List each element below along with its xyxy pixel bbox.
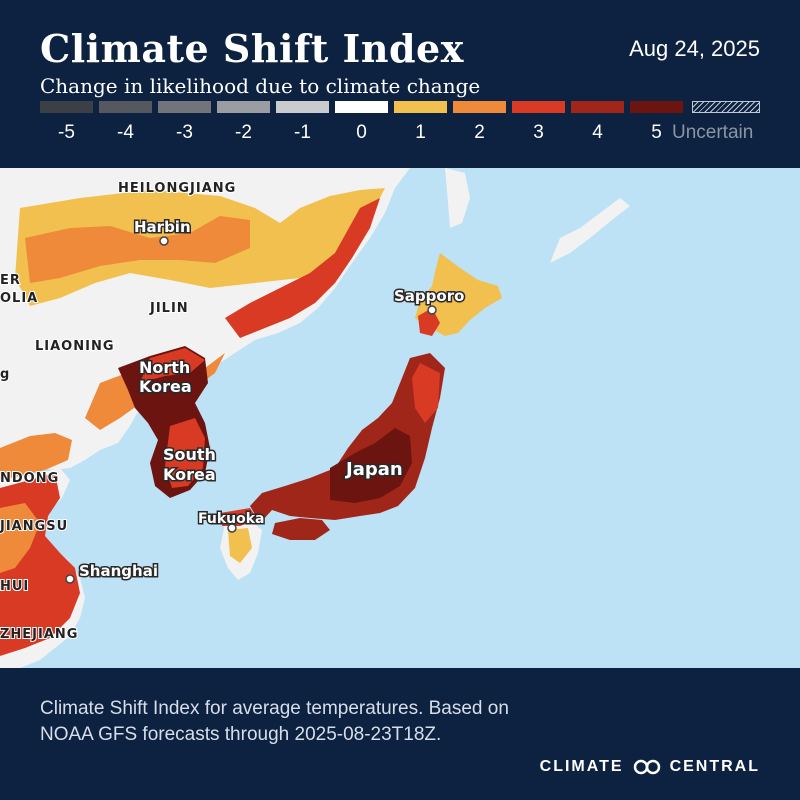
heat-coast-russia	[225, 198, 380, 338]
date-label: Aug 24, 2025	[629, 36, 760, 61]
legend-tick: 4	[592, 122, 603, 143]
map[interactable]: HEILONGJIANG JILIN LIAONING NDONG JIANGS…	[0, 168, 800, 668]
legend-tick: -3	[176, 122, 193, 143]
label-liaoning: LIAONING	[35, 339, 115, 354]
kyushu-yellow	[228, 528, 252, 563]
linked-circles-icon	[633, 759, 660, 775]
kuril-islands	[550, 198, 630, 263]
label-harbin: Harbin	[134, 218, 191, 236]
legend-tick: 1	[415, 122, 426, 143]
sakhalin-tip	[445, 168, 470, 228]
brand-left: CLIMATE	[539, 758, 624, 775]
legend-swatch	[276, 101, 329, 113]
label-inner-mongolia-2: OLIA	[0, 291, 38, 306]
label-inner-mongolia-1: ER	[0, 273, 21, 288]
honshu-north-orange	[412, 363, 440, 423]
heat-north-korea-top	[140, 348, 205, 383]
shanghai-marker[interactable]	[65, 574, 75, 584]
legend-swatch	[453, 101, 506, 113]
page-title: Climate Shift Index	[40, 26, 464, 71]
climate-central-logo: CLIMATE CENTRAL	[540, 758, 760, 776]
legend-swatch	[512, 101, 565, 113]
label-hebei: g	[0, 367, 10, 382]
label-sapporo: Sapporo	[394, 287, 464, 305]
legend-tick: -2	[235, 122, 252, 143]
label-japan: Japan	[344, 459, 403, 480]
kyushu-north-red	[220, 508, 258, 526]
legend-swatch	[335, 101, 388, 113]
subtitle: Change in likelihood due to climate chan…	[40, 74, 481, 98]
label-jilin: JILIN	[149, 301, 189, 316]
map-canvas: HEILONGJIANG JILIN LIAONING NDONG JIANGS…	[0, 168, 800, 668]
label-zhejiang: ZHEJIANG	[0, 627, 78, 642]
uncertain-swatch	[692, 101, 760, 113]
heat-jiangsu-orange	[0, 503, 40, 573]
header: Climate Shift Index Aug 24, 2025 Change …	[0, 0, 800, 168]
legend-swatch	[571, 101, 624, 113]
brand-right: CENTRAL	[669, 758, 760, 775]
label-jiangsu: JIANGSU	[0, 519, 68, 534]
legend-swatch	[40, 101, 93, 113]
legend-swatch	[217, 101, 270, 113]
legend-tick: 2	[474, 122, 485, 143]
legend-tick: 5	[651, 122, 662, 143]
fukuoka-marker[interactable]	[227, 523, 237, 533]
sapporo-marker[interactable]	[427, 305, 437, 315]
legend-tick: 3	[533, 122, 544, 143]
uncertain-label: Uncertain	[672, 122, 754, 143]
legend-tick: -4	[117, 122, 134, 143]
legend-swatch	[158, 101, 211, 113]
label-south-korea-2: Korea	[163, 465, 216, 484]
label-shanghai: Shanghai	[79, 562, 158, 580]
legend-tick: -1	[294, 122, 311, 143]
label-anhui: HUI	[0, 579, 29, 594]
color-legend: -5 -4 -3 -2 -1 0 1 2 3 4 5 Uncertain	[40, 101, 760, 143]
legend-swatch	[394, 101, 447, 113]
heat-heilongjiang-orange	[25, 216, 250, 283]
hokkaido	[415, 253, 502, 336]
label-shandong: NDONG	[0, 471, 59, 486]
map-description: Climate Shift Index for average temperat…	[40, 698, 509, 745]
heat-shandong	[0, 433, 72, 480]
harbin-marker[interactable]	[159, 236, 169, 246]
legend-tick: 0	[356, 122, 367, 143]
hokkaido-red	[418, 308, 440, 336]
shikoku	[272, 518, 330, 540]
heat-south-korea	[165, 418, 205, 488]
legend-tick: -5	[58, 122, 75, 143]
legend-swatch	[99, 101, 152, 113]
label-heilongjiang: HEILONGJIANG	[118, 181, 236, 196]
label-north-korea-1: North	[139, 358, 190, 377]
footer: Climate Shift Index for average temperat…	[0, 668, 800, 800]
label-fukuoka: Fukuoka	[198, 511, 265, 527]
label-south-korea-1: South	[163, 445, 216, 464]
honshu-dark	[330, 428, 412, 503]
label-north-korea-2: Korea	[139, 377, 192, 396]
legend-swatch	[630, 101, 683, 113]
